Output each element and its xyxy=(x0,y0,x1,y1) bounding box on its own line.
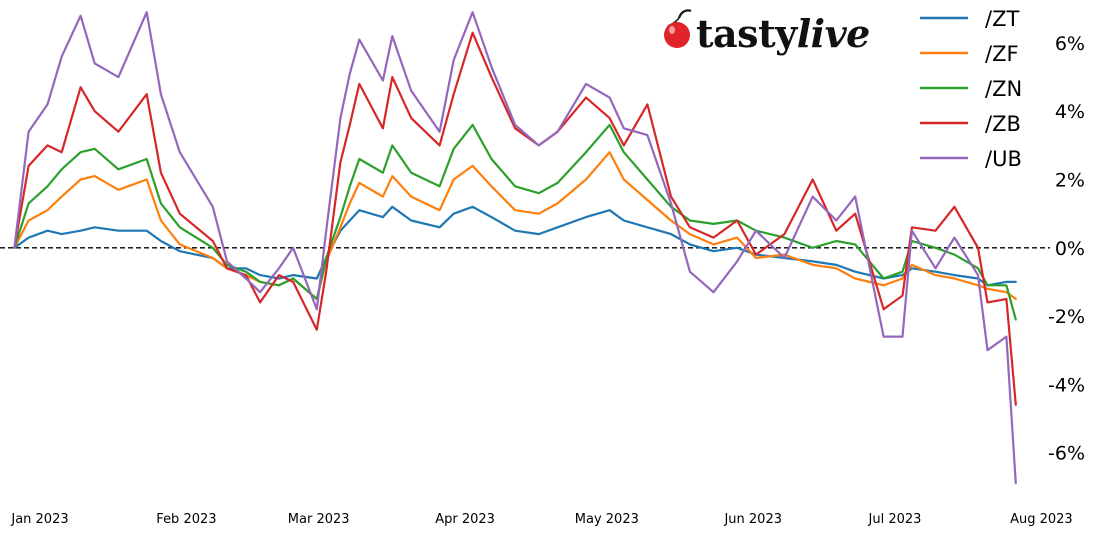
x-tick-label: Aug 2023 xyxy=(1010,512,1073,527)
x-tick-label: Feb 2023 xyxy=(156,512,216,527)
series-line-zf xyxy=(13,151,1017,301)
x-axis-tick-labels: Jan 2023 Feb 2023 Mar 2023 Apr 2023 May 2023… xyxy=(10,512,1072,527)
x-tick-label: Apr 2023 xyxy=(435,512,495,527)
y-tick-label: 6% xyxy=(1055,33,1085,55)
x-tick-label: Jan 2023 xyxy=(10,512,68,527)
legend-label-zt: /ZT xyxy=(985,7,1019,31)
y-tick-label: -6% xyxy=(1048,443,1085,465)
series-line-zt xyxy=(13,205,1017,287)
legend: /ZT/ZF/ZN/ZB/UB xyxy=(920,7,1022,171)
legend-label-zn: /ZN xyxy=(985,77,1022,101)
series-line-zb xyxy=(13,31,1017,406)
series-lines xyxy=(13,11,1017,485)
logo-text: tastylive xyxy=(696,11,870,56)
cherry-icon xyxy=(664,9,692,48)
logo-text-tasty: tasty xyxy=(696,11,798,56)
y-tick-label: 4% xyxy=(1055,101,1085,123)
series-line-zn xyxy=(13,123,1017,321)
legend-label-zf: /ZF xyxy=(985,42,1019,66)
x-tick-label: Jun 2023 xyxy=(723,512,782,527)
logo-text-live: live xyxy=(797,11,870,56)
x-tick-label: May 2023 xyxy=(575,512,639,527)
y-axis-tick-labels: 6% 4% 2% 0% -2% -4% -6% xyxy=(1048,33,1085,465)
legend-label-ub: /UB xyxy=(985,147,1022,171)
x-tick-label: Mar 2023 xyxy=(288,512,350,527)
series-line-ub xyxy=(13,11,1017,485)
y-tick-label: 2% xyxy=(1055,170,1085,192)
tastylive-logo: tastylive xyxy=(664,9,870,56)
x-tick-label: Jul 2023 xyxy=(868,512,922,527)
y-tick-label: -4% xyxy=(1048,374,1085,396)
y-tick-label: -2% xyxy=(1048,306,1085,328)
y-tick-label: 0% xyxy=(1055,238,1085,260)
legend-label-zb: /ZB xyxy=(985,112,1021,136)
